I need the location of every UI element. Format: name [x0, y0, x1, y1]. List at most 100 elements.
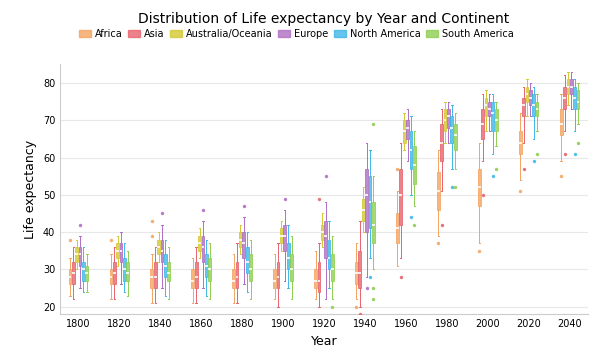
Point	[478, 192, 487, 198]
PathPatch shape	[242, 232, 245, 258]
Point	[392, 166, 402, 172]
PathPatch shape	[116, 243, 119, 258]
PathPatch shape	[123, 258, 126, 281]
PathPatch shape	[314, 270, 317, 288]
PathPatch shape	[328, 240, 331, 270]
PathPatch shape	[239, 232, 242, 247]
Point	[65, 237, 75, 242]
PathPatch shape	[154, 262, 157, 288]
PathPatch shape	[560, 109, 563, 135]
Point	[560, 151, 569, 157]
PathPatch shape	[110, 270, 112, 284]
Point	[368, 296, 378, 302]
PathPatch shape	[236, 262, 238, 288]
PathPatch shape	[522, 98, 525, 116]
Point	[529, 159, 539, 164]
Point	[434, 240, 443, 246]
Point	[280, 196, 290, 201]
PathPatch shape	[396, 213, 399, 243]
PathPatch shape	[358, 251, 361, 288]
PathPatch shape	[400, 169, 402, 225]
PathPatch shape	[280, 228, 283, 243]
Point	[406, 214, 416, 220]
Point	[355, 311, 365, 317]
Point	[447, 185, 457, 190]
PathPatch shape	[273, 270, 276, 288]
PathPatch shape	[485, 98, 487, 116]
PathPatch shape	[447, 109, 450, 128]
Y-axis label: Life expectancy: Life expectancy	[24, 140, 37, 239]
Point	[76, 222, 85, 227]
Point	[491, 166, 501, 172]
PathPatch shape	[368, 176, 371, 228]
PathPatch shape	[406, 120, 409, 139]
PathPatch shape	[191, 270, 194, 288]
PathPatch shape	[365, 169, 368, 232]
PathPatch shape	[577, 90, 580, 109]
PathPatch shape	[451, 116, 453, 142]
Point	[475, 248, 484, 253]
PathPatch shape	[287, 243, 290, 270]
PathPatch shape	[372, 202, 375, 243]
PathPatch shape	[437, 172, 440, 210]
Point	[352, 304, 361, 310]
PathPatch shape	[151, 270, 153, 288]
Point	[106, 237, 116, 242]
PathPatch shape	[72, 262, 75, 284]
PathPatch shape	[246, 247, 248, 273]
Point	[570, 151, 580, 157]
PathPatch shape	[232, 270, 235, 288]
PathPatch shape	[161, 240, 163, 262]
Legend: Africa, Asia, Australia/Oceania, Europe, North America, South America: Africa, Asia, Australia/Oceania, Europe,…	[76, 25, 517, 43]
PathPatch shape	[413, 146, 416, 183]
PathPatch shape	[410, 131, 412, 169]
Point	[532, 151, 542, 157]
PathPatch shape	[519, 131, 521, 154]
Point	[410, 222, 419, 227]
Point	[314, 196, 324, 201]
Point	[573, 140, 583, 145]
PathPatch shape	[454, 124, 457, 150]
PathPatch shape	[481, 109, 484, 139]
PathPatch shape	[536, 101, 538, 116]
PathPatch shape	[444, 109, 446, 131]
PathPatch shape	[79, 247, 82, 266]
Point	[368, 285, 378, 291]
Point	[147, 233, 157, 239]
PathPatch shape	[317, 262, 320, 292]
Point	[157, 211, 167, 216]
PathPatch shape	[208, 258, 211, 281]
PathPatch shape	[321, 225, 323, 240]
PathPatch shape	[157, 240, 160, 255]
Point	[328, 304, 337, 310]
Point	[198, 207, 208, 212]
PathPatch shape	[113, 262, 116, 284]
PathPatch shape	[488, 101, 491, 116]
PathPatch shape	[495, 109, 497, 131]
Point	[368, 121, 378, 127]
PathPatch shape	[355, 262, 358, 284]
PathPatch shape	[202, 236, 204, 262]
PathPatch shape	[195, 262, 197, 288]
PathPatch shape	[76, 247, 78, 262]
Point	[519, 166, 529, 172]
PathPatch shape	[566, 79, 569, 94]
X-axis label: Year: Year	[311, 335, 337, 348]
Title: Distribution of Life expectancy by Year and Continent: Distribution of Life expectancy by Year …	[139, 11, 509, 26]
PathPatch shape	[529, 90, 532, 105]
PathPatch shape	[119, 243, 122, 262]
PathPatch shape	[68, 270, 71, 284]
PathPatch shape	[331, 255, 334, 281]
Point	[365, 274, 375, 280]
PathPatch shape	[532, 94, 535, 116]
Point	[488, 173, 497, 179]
PathPatch shape	[290, 255, 293, 281]
PathPatch shape	[277, 262, 280, 288]
PathPatch shape	[440, 124, 443, 161]
Point	[515, 188, 525, 194]
Point	[362, 285, 371, 291]
Point	[556, 173, 566, 179]
PathPatch shape	[164, 255, 167, 277]
Point	[147, 218, 157, 224]
PathPatch shape	[563, 87, 566, 109]
